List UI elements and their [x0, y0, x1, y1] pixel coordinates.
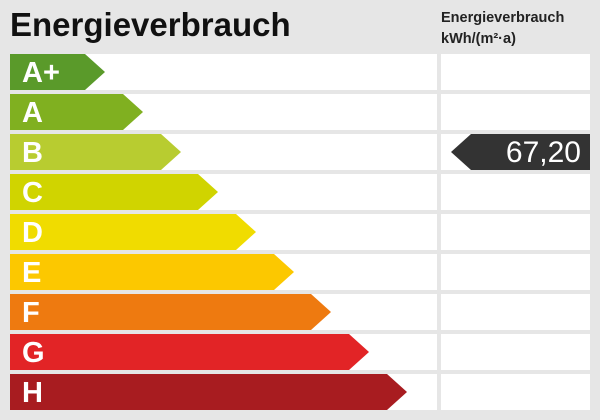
- class-row-f: F: [10, 294, 437, 330]
- class-label: C: [22, 177, 43, 209]
- class-arrow: B: [10, 134, 181, 170]
- value-cell: [441, 94, 590, 130]
- value-cell: [441, 334, 590, 370]
- class-label: E: [22, 257, 42, 289]
- class-label: B: [22, 137, 43, 169]
- class-arrow: G: [10, 334, 369, 370]
- value-cell: [441, 214, 590, 250]
- value-cell: [441, 54, 590, 90]
- class-row-d: D: [10, 214, 437, 250]
- class-row-h: H: [10, 374, 437, 410]
- class-arrow: A: [10, 94, 143, 130]
- class-label: A: [22, 97, 43, 129]
- class-row-g: G: [10, 334, 437, 370]
- value-cell: [441, 174, 590, 210]
- class-row-c: C: [10, 174, 437, 210]
- unit-label: Energieverbrauch kWh/(m²·a): [441, 8, 564, 50]
- unit-line1: Energieverbrauch: [441, 10, 565, 26]
- class-arrow: E: [10, 254, 294, 290]
- class-arrow: D: [10, 214, 256, 250]
- class-row-aplus: A+: [10, 54, 437, 90]
- unit-line2: kWh/(m²·a): [441, 31, 516, 47]
- class-row-a: A: [10, 94, 437, 130]
- class-label: F: [22, 297, 40, 329]
- class-arrow: C: [10, 174, 218, 210]
- value-cell: [441, 254, 590, 290]
- class-label: G: [22, 337, 45, 369]
- label-title: Energieverbrauch: [10, 6, 291, 43]
- class-row-b: B: [10, 134, 437, 170]
- class-row-e: E: [10, 254, 437, 290]
- class-label: H: [22, 377, 43, 409]
- class-arrow: A+: [10, 54, 105, 90]
- class-label: A+: [22, 57, 60, 89]
- class-arrow: F: [10, 294, 331, 330]
- value-cell: [441, 294, 590, 330]
- class-label: D: [22, 217, 43, 249]
- current-value-marker: 67,20: [451, 134, 590, 170]
- class-arrow: H: [10, 374, 407, 410]
- value-cell: [441, 374, 590, 410]
